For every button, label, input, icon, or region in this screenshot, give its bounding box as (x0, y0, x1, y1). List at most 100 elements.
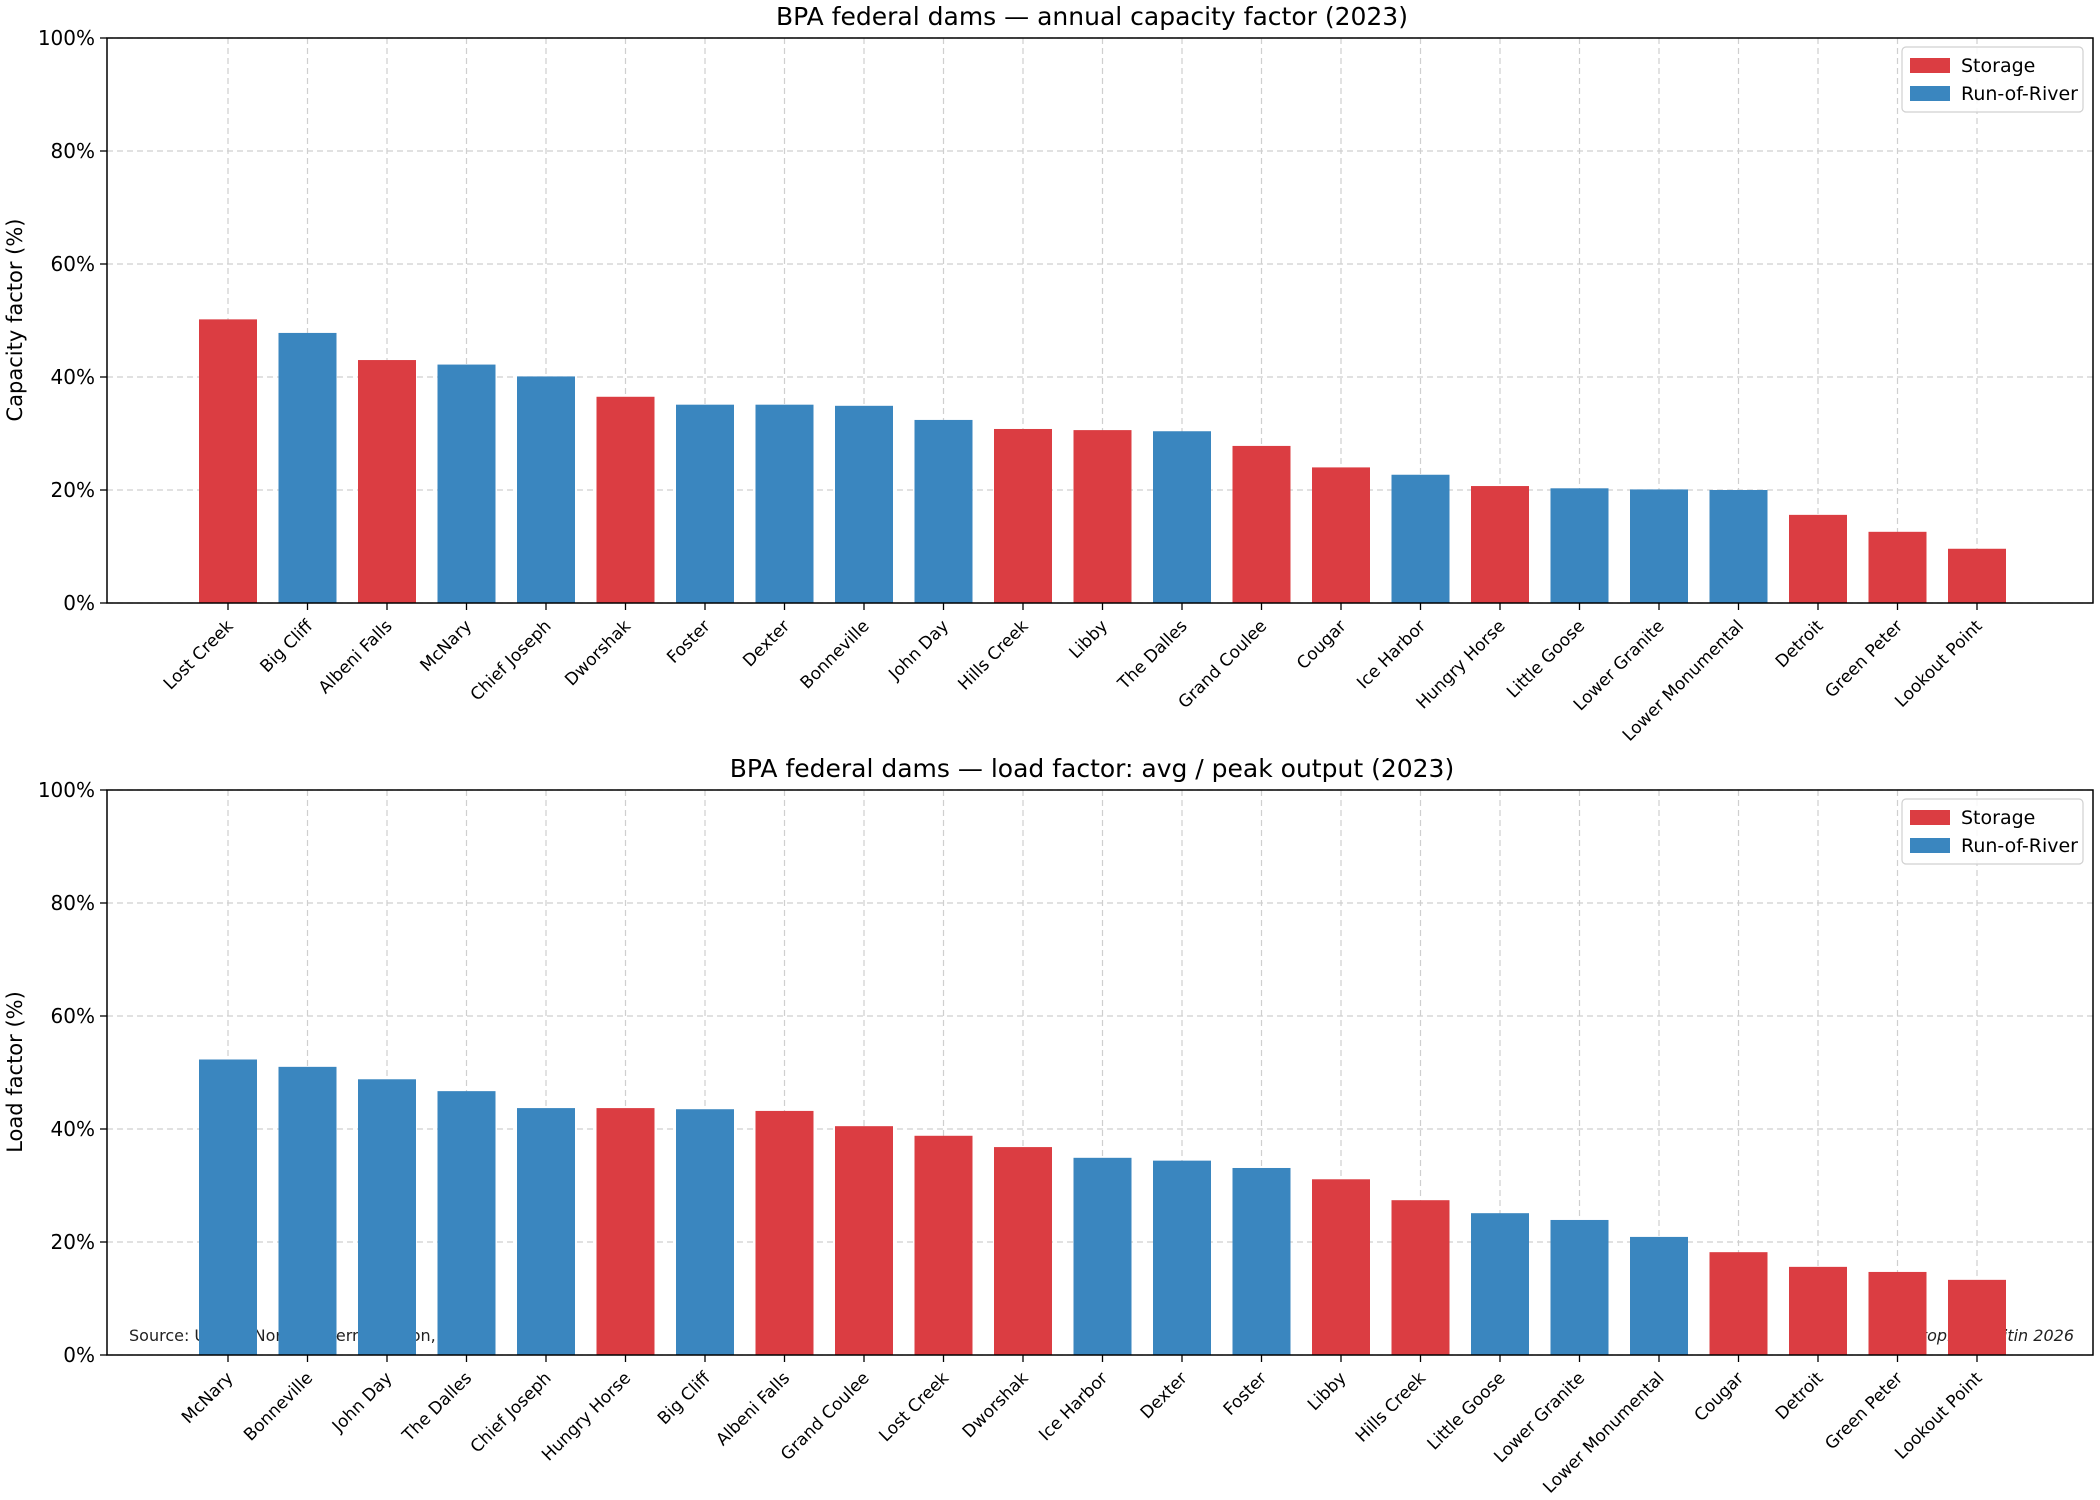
x-tick-label: The Dalles (398, 1368, 476, 1446)
bar-ice-harbor (1073, 1157, 1132, 1355)
bar-lost-creek (914, 1135, 973, 1355)
legend: Storage Run-of-River (1901, 46, 2084, 113)
x-tick-label: Dexter (739, 616, 794, 671)
bar-grand-coulee (1232, 445, 1291, 603)
bar-lookout-point (1948, 548, 2006, 603)
bar-dexter (755, 404, 814, 603)
x-tick-label: Green Peter (1821, 1368, 1907, 1454)
x-tick-label: Foster (663, 616, 714, 667)
x-tick-label: Libby (1304, 1368, 1351, 1415)
x-tick-label: Albeni Falls (712, 1368, 794, 1450)
bar-dworshak (994, 1147, 1052, 1355)
y-tick-label: 0% (63, 1343, 95, 1367)
bar-bonneville (835, 405, 893, 603)
legend-label: Storage (1961, 807, 2035, 829)
x-tick-label: Cougar (1691, 1368, 1748, 1425)
x-tick-label: Dexter (1137, 1368, 1192, 1423)
y-axis-label: Capacity factor (%) (3, 219, 27, 422)
bar-big-cliff (278, 332, 337, 603)
legend-label: Run-of-River (1961, 83, 2078, 105)
bar-big-cliff (676, 1109, 734, 1355)
x-tick-label: McNary (416, 616, 476, 676)
x-tick-label: Lost Creek (160, 616, 238, 694)
x-tick-label: Libby (1065, 616, 1112, 663)
bar-lower-granite (1630, 489, 1688, 603)
x-tick-label: Ice Harbor (1353, 616, 1430, 693)
y-tick-label: 80% (51, 139, 95, 163)
x-tick-label: Bonneville (240, 1368, 317, 1445)
bar-hungry-horse (596, 1108, 655, 1355)
legend-swatch (1910, 58, 1950, 73)
legend: Storage Run-of-River (1901, 798, 2084, 865)
bar-lower-monumental (1630, 1236, 1688, 1355)
legend-swatch (1910, 810, 1950, 825)
x-tick-label: Dworshak (561, 616, 635, 690)
x-tick-label: McNary (178, 1368, 238, 1428)
bar-grand-coulee (835, 1126, 893, 1355)
bar-dexter (1153, 1160, 1211, 1355)
y-tick-label: 20% (51, 1230, 95, 1254)
x-tick-label: Big Cliff (257, 615, 318, 676)
bar-hills-creek (1391, 1200, 1450, 1355)
x-tick-label: Green Peter (1821, 616, 1907, 702)
bar-dworshak (596, 396, 655, 603)
x-tick-label: John Day (884, 616, 953, 685)
x-tick-label: Cougar (1293, 616, 1350, 673)
bars (199, 319, 2006, 603)
y-tick-label: 40% (51, 1117, 95, 1141)
x-tick-label: Detroit (1772, 616, 1828, 672)
y-tick-label: 80% (51, 891, 95, 915)
bar-chief-joseph (517, 1108, 575, 1355)
y-tick-label: 0% (63, 591, 95, 615)
bar-green-peter (1868, 531, 1927, 603)
bar-detroit (1789, 514, 1847, 603)
bar-lost-creek (199, 319, 257, 603)
x-tick-label: Ice Harbor (1035, 1368, 1112, 1445)
bar-ice-harbor (1391, 474, 1450, 603)
bar-the-dalles (437, 1091, 496, 1355)
bar-chief-joseph (517, 376, 575, 603)
x-tick-label: Lost Creek (875, 1368, 953, 1446)
bar-mcnary (199, 1059, 257, 1355)
bar-cougar (1709, 1252, 1768, 1355)
bars (199, 1059, 2006, 1355)
plot-frame (106, 789, 2094, 1356)
x-tick-label: Chief Joseph (467, 1368, 556, 1457)
bar-lower-monumental (1709, 490, 1768, 603)
bar-little-goose (1550, 488, 1609, 603)
legend-swatch (1910, 86, 1950, 101)
axes: 0% 20% 40% 60% 80% 100% Lost Creek Big CliffAlb… (38, 26, 2094, 745)
x-tick-label: Little Goose (1503, 616, 1589, 702)
load-factor-chart: BPA federal dams — load factor: avg / pe… (3, 754, 2094, 1497)
bar-albeni-falls (358, 360, 416, 603)
chart-title: BPA federal dams — annual capacity facto… (776, 2, 1408, 31)
bar-mcnary (437, 364, 496, 603)
y-tick-label: 100% (38, 26, 95, 50)
y-tick-label: 20% (51, 478, 95, 502)
chart-title: BPA federal dams — load factor: avg / pe… (730, 754, 1454, 783)
y-tick-label: 60% (51, 252, 95, 276)
x-tick-label: Bonneville (797, 616, 874, 693)
bar-albeni-falls (755, 1110, 814, 1355)
bar-green-peter (1868, 1271, 1927, 1355)
bar-john-day (914, 419, 973, 603)
bar-libby (1312, 1179, 1370, 1355)
bar-libby (1073, 430, 1132, 603)
bar-hills-creek (994, 428, 1052, 603)
x-tick-label: Chief Joseph (467, 616, 556, 705)
x-tick-label: Dworshak (959, 1368, 1033, 1442)
axes: 0% 20% 40% 60% 80% 100% McNary Bonneville John D… (38, 778, 2094, 1497)
bar-bonneville (278, 1066, 337, 1355)
y-axis-label: Load factor (%) (3, 991, 27, 1153)
x-tick-label: John Day (328, 1368, 397, 1437)
bar-hungry-horse (1471, 486, 1529, 603)
y-tick-label: 60% (51, 1004, 95, 1028)
x-tick-label: Foster (1220, 1368, 1271, 1419)
bar-foster (1232, 1167, 1291, 1355)
bar-john-day (358, 1079, 416, 1355)
x-tick-label: Hills Creek (1352, 1368, 1430, 1446)
x-tick-label: The Dalles (1114, 616, 1192, 694)
bar-little-goose (1471, 1213, 1529, 1355)
bar-detroit (1789, 1266, 1847, 1355)
